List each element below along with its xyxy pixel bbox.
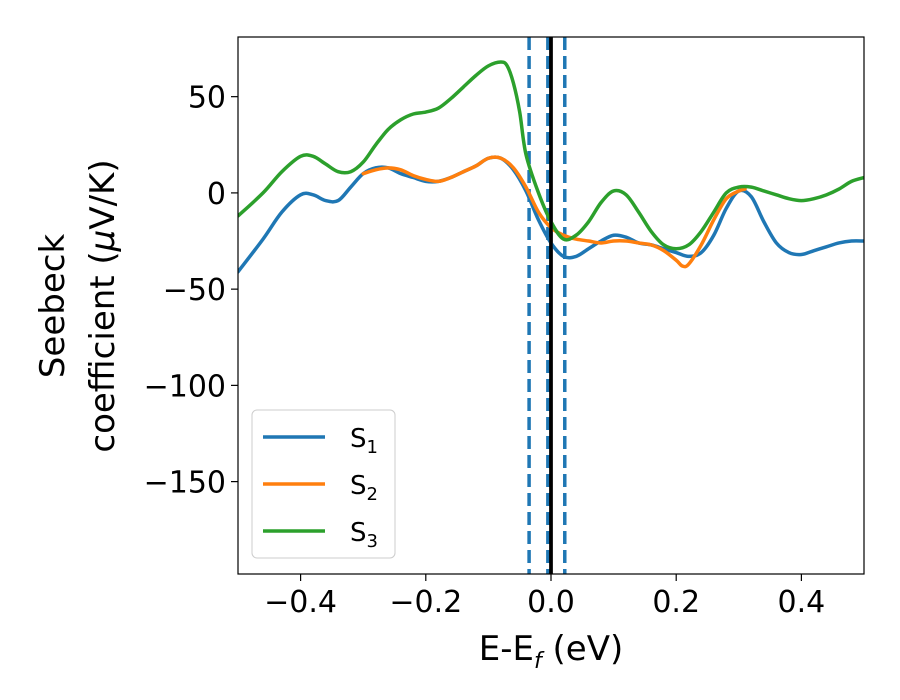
y-axis-label-line2: coefficient (μV/K) <box>83 159 123 452</box>
y-tick-label: −150 <box>144 466 226 501</box>
x-tick-label: 0.0 <box>527 585 575 620</box>
legend-label: S3 <box>350 518 378 552</box>
series-lines <box>238 37 864 574</box>
x-tick-label: −0.2 <box>389 585 462 620</box>
x-axis-label: E-Ef (eV) <box>479 629 624 674</box>
x-tick-label: −0.4 <box>264 585 337 620</box>
series-line-s2 <box>361 155 747 269</box>
y-axis-label-mu: μ <box>83 230 123 253</box>
legend-label: S1 <box>350 424 378 458</box>
x-tick-label: 0.2 <box>652 585 700 620</box>
x-axis-label-unit: (eV) <box>542 629 624 669</box>
plot-frame <box>237 36 865 575</box>
legend-label: S2 <box>350 471 378 505</box>
axes: −0.4 −0.2 0.0 0.2 0.4 50 0 −50 −100 −150 <box>144 81 826 620</box>
x-tick-label: 0.4 <box>778 585 826 620</box>
y-axis-label-line1: Seebeck <box>33 234 73 379</box>
y-axis-label-unit: V/K) <box>83 159 123 229</box>
y-tick-label: −50 <box>163 273 226 308</box>
x-axis-label-subscript: f <box>534 649 545 674</box>
y-tick-label: −100 <box>144 369 226 404</box>
legend: S1 S2 S3 <box>251 409 396 559</box>
y-tick-label: 0 <box>207 177 226 212</box>
y-tick-label: 50 <box>188 81 226 116</box>
